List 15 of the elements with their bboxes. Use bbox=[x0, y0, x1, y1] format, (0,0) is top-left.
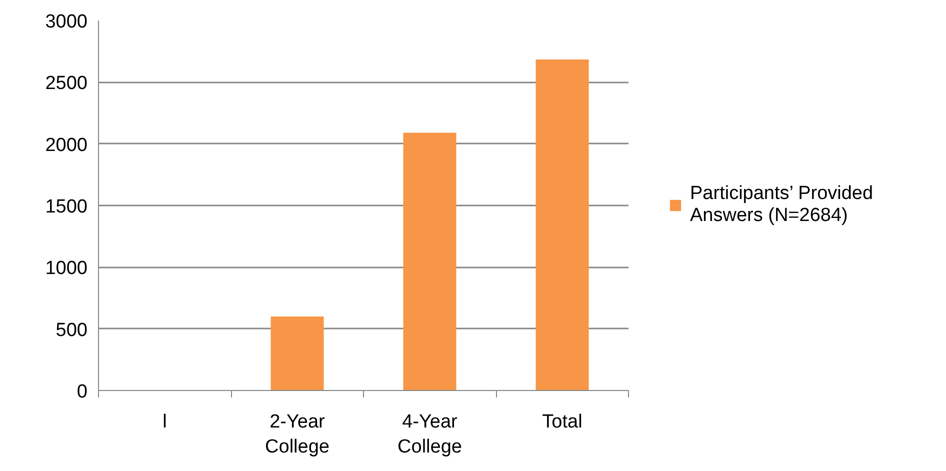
y-tick-label: 1500 bbox=[45, 196, 88, 218]
y-tick-label: 500 bbox=[56, 320, 88, 341]
legend-label: Participants’ Provided Answers (N=2684) bbox=[690, 183, 874, 227]
y-tick-label: 3000 bbox=[45, 12, 88, 32]
x-tick-label: 4-Year College bbox=[398, 412, 462, 458]
y-tick-label: 0 bbox=[76, 382, 88, 402]
bar bbox=[536, 59, 589, 390]
bar bbox=[403, 132, 456, 390]
x-tick-label: 2-Year College bbox=[265, 412, 330, 458]
y-tick-label: 2500 bbox=[45, 73, 88, 94]
x-tick-label: Total bbox=[542, 412, 582, 432]
y-tick-label: 2000 bbox=[45, 134, 88, 156]
bar bbox=[270, 316, 324, 390]
y-tick-label: 1000 bbox=[45, 258, 88, 280]
x-tick-label: l bbox=[162, 412, 167, 432]
